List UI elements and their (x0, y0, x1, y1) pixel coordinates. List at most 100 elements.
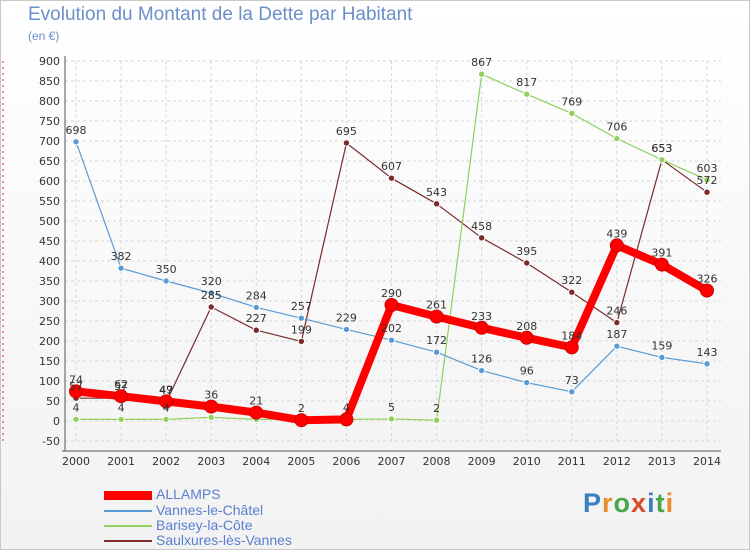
data-label: 603 (697, 162, 718, 175)
legend-label-vannes-le-chatel: Vannes-le-Châtel (156, 502, 264, 518)
data-label: 96 (520, 365, 534, 378)
data-label: 4 (343, 401, 350, 414)
data-label: 73 (565, 374, 579, 387)
logo-letter: i (665, 488, 675, 518)
y-tick-label: 200 (39, 335, 60, 348)
legend-label-saulxures-les-vannes: Saulxures-lès-Vannes (156, 532, 292, 548)
y-tick-label: 750 (39, 115, 60, 128)
data-label: 47 (159, 384, 173, 397)
data-label: 285 (201, 289, 222, 302)
y-tick-label: -50 (42, 435, 60, 448)
data-label: 199 (291, 323, 312, 336)
data-label: 74 (69, 373, 83, 386)
legend-swatch-saulxures-les-vannes (104, 540, 152, 542)
x-tick-label: 2004 (242, 455, 270, 468)
data-label: 2 (298, 402, 305, 415)
data-point (72, 415, 80, 424)
data-point (703, 176, 711, 184)
y-tick-label: 450 (39, 235, 60, 248)
data-point (252, 303, 260, 312)
y-tick-label: 250 (39, 315, 60, 328)
x-tick-label: 2002 (152, 455, 180, 468)
x-tick-label: 2000 (62, 455, 90, 468)
data-point (297, 314, 306, 322)
y-tick-label: 350 (39, 275, 60, 288)
data-point (294, 413, 309, 428)
data-label: 439 (606, 227, 627, 240)
data-point (252, 326, 260, 334)
data-point (429, 309, 444, 324)
data-point (342, 325, 351, 334)
data-label: 126 (471, 353, 492, 366)
data-label: 698 (66, 124, 87, 137)
data-point (613, 134, 621, 143)
data-label: 769 (561, 95, 582, 108)
data-label: 187 (606, 328, 627, 341)
data-label: 4 (73, 401, 80, 414)
data-label: 172 (426, 334, 447, 347)
data-point (207, 303, 215, 311)
chart-unit-label: (en €) (28, 29, 60, 43)
data-label: 57 (69, 380, 83, 393)
data-label: 57 (114, 380, 128, 393)
data-point (207, 289, 215, 297)
data-label: 257 (291, 300, 312, 313)
data-label: 817 (516, 76, 537, 89)
y-tick-label: 100 (39, 375, 60, 388)
x-tick-label: 2013 (648, 455, 676, 468)
proxiti-logo: Proxiti (583, 488, 674, 519)
data-label: 227 (246, 312, 267, 325)
data-point (523, 90, 531, 98)
x-tick-label: 2012 (603, 455, 631, 468)
data-point (519, 330, 534, 345)
data-point (207, 413, 215, 422)
y-tick-label: 150 (39, 355, 60, 368)
x-tick-label: 2005 (287, 455, 315, 468)
data-label: 458 (471, 220, 492, 233)
data-label: 543 (426, 186, 447, 199)
data-label: 229 (336, 311, 357, 324)
data-point (523, 378, 531, 387)
data-label: 2 (433, 402, 440, 415)
data-label: 653 (651, 142, 672, 155)
y-tick-label: 300 (39, 295, 60, 308)
data-label: 233 (471, 310, 492, 323)
y-tick-label: 50 (46, 395, 60, 408)
y-tick-label: 0 (53, 415, 60, 428)
data-label: 572 (697, 174, 718, 187)
logo-letter: o (613, 488, 632, 518)
data-label: 36 (204, 389, 218, 402)
y-tick-label: 700 (39, 135, 60, 148)
y-tick-label: 400 (39, 255, 60, 268)
data-point (474, 320, 489, 335)
data-label: 159 (651, 339, 672, 352)
data-label: 5 (388, 401, 395, 414)
data-label: 706 (606, 121, 627, 134)
y-tick-label: 850 (39, 75, 60, 88)
x-tick-label: 2014 (693, 455, 721, 468)
data-point (432, 348, 441, 356)
logo-letter: r (602, 488, 614, 518)
data-point (523, 259, 531, 267)
legend-swatch-vannes-le-chatel (104, 510, 152, 512)
legend-swatch-barisey-la-cote (104, 525, 152, 527)
data-point (609, 238, 624, 253)
logo-letter: x (631, 488, 648, 518)
data-point (477, 366, 486, 375)
data-label: 4 (163, 401, 170, 414)
logo-letter: P (583, 488, 603, 518)
data-point (162, 277, 170, 285)
logo-letter: i (647, 488, 656, 518)
y-tick-label: 550 (39, 195, 60, 208)
data-point (339, 412, 354, 427)
data-label: 290 (381, 287, 402, 300)
data-point (654, 257, 669, 272)
data-point (568, 109, 576, 118)
data-label: 395 (516, 245, 537, 258)
data-label: 326 (697, 273, 718, 286)
data-point (568, 288, 576, 296)
data-point (117, 264, 125, 272)
data-label: 695 (336, 125, 357, 138)
